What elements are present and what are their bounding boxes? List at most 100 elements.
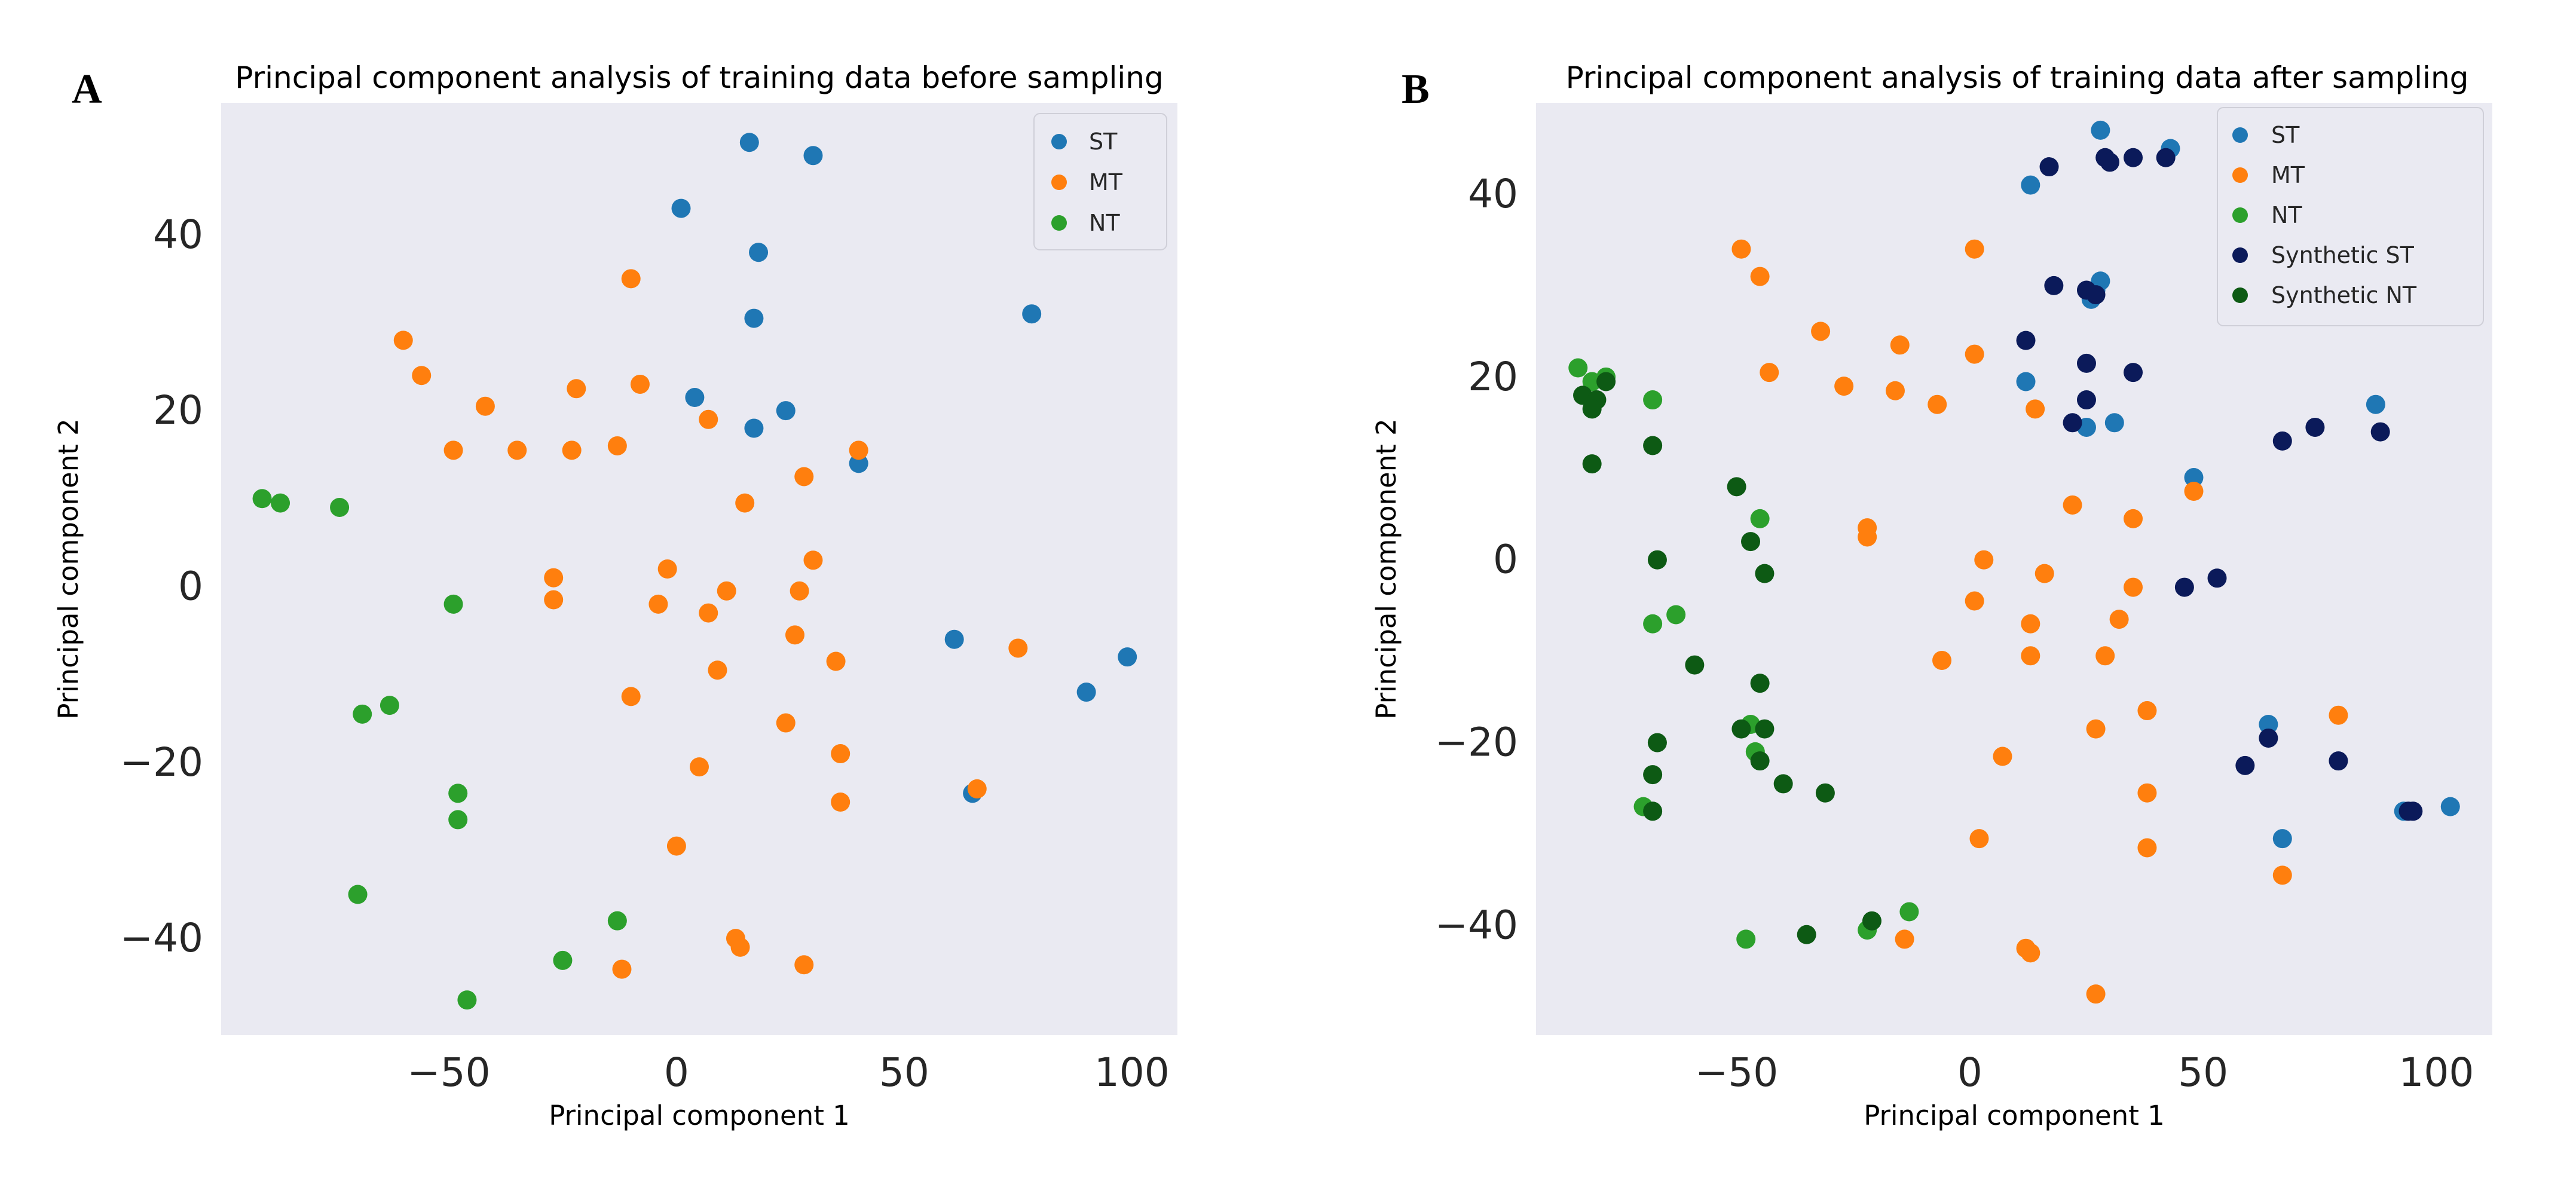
point-a-mt bbox=[826, 651, 846, 671]
panel-a: A Principal component analysis of traini… bbox=[53, 60, 1177, 1131]
point-b-synthetic-st bbox=[2039, 157, 2059, 177]
x-tick-label-a: −50 bbox=[407, 1050, 490, 1096]
point-b-synthetic-nt bbox=[1727, 477, 1746, 497]
point-b-mt bbox=[2124, 577, 2143, 597]
point-a-mt bbox=[630, 374, 650, 394]
y-tick-label-b: −40 bbox=[1435, 902, 1518, 948]
legend-box-a bbox=[1033, 113, 1167, 250]
point-a-mt bbox=[735, 493, 755, 513]
legend-marker-b-synthetic-nt bbox=[2232, 287, 2248, 303]
point-a-nt bbox=[448, 784, 468, 803]
point-a-mt bbox=[803, 550, 823, 570]
point-b-mt bbox=[2184, 482, 2204, 501]
legend-box-b bbox=[2217, 107, 2484, 326]
point-a-st bbox=[849, 454, 868, 473]
point-a-mt bbox=[607, 436, 627, 455]
legend-label-a-nt: NT bbox=[1089, 210, 1120, 236]
point-b-st bbox=[2440, 797, 2460, 816]
point-b-synthetic-nt bbox=[1755, 719, 1775, 739]
point-a-st bbox=[671, 198, 691, 218]
point-b-synthetic-nt bbox=[1797, 925, 1816, 944]
point-a-mt bbox=[794, 955, 814, 975]
point-a-mt bbox=[690, 757, 709, 777]
chart-title-b: Principal component analysis of training… bbox=[1566, 60, 2469, 95]
point-b-nt bbox=[1643, 614, 1663, 634]
point-b-synthetic-nt bbox=[1862, 911, 1881, 931]
point-b-mt bbox=[1811, 322, 1831, 341]
y-tick-label-a: 0 bbox=[178, 563, 203, 609]
point-a-mt bbox=[831, 793, 850, 812]
point-b-mt bbox=[2109, 610, 2129, 629]
point-a-mt bbox=[708, 660, 727, 680]
point-a-mt bbox=[666, 836, 686, 856]
point-b-synthetic-st bbox=[2305, 417, 2325, 437]
point-a-mt bbox=[776, 713, 796, 733]
point-a-mt bbox=[730, 937, 750, 957]
point-b-mt bbox=[2021, 614, 2040, 634]
point-b-synthetic-st bbox=[2207, 568, 2227, 588]
point-b-synthetic-st bbox=[2044, 276, 2064, 295]
point-b-mt bbox=[1965, 591, 1984, 611]
legend-label-a-mt: MT bbox=[1089, 169, 1123, 195]
point-b-mt bbox=[1731, 239, 1751, 259]
point-a-mt bbox=[393, 331, 413, 350]
point-a-mt bbox=[544, 590, 564, 610]
point-b-mt bbox=[2086, 719, 2106, 739]
panel-b: B Principal component analysis of traini… bbox=[1370, 60, 2492, 1131]
point-b-mt bbox=[2021, 943, 2040, 963]
point-b-mt bbox=[1965, 239, 1984, 259]
point-b-mt bbox=[2329, 705, 2348, 725]
point-b-st bbox=[2104, 413, 2124, 433]
point-a-st bbox=[1118, 647, 1137, 667]
point-b-synthetic-st bbox=[2370, 422, 2390, 442]
point-b-synthetic-st bbox=[2259, 728, 2278, 748]
point-b-synthetic-st bbox=[2156, 148, 2176, 167]
legend-label-b-mt: MT bbox=[2271, 162, 2305, 188]
point-a-mt bbox=[849, 440, 868, 460]
point-b-mt bbox=[2086, 984, 2106, 1004]
x-tick-label-b: 0 bbox=[1957, 1050, 1983, 1096]
point-a-mt bbox=[790, 581, 809, 601]
point-a-nt bbox=[457, 990, 477, 1010]
point-b-nt bbox=[1736, 929, 1756, 949]
point-a-mt bbox=[717, 581, 736, 601]
point-a-mt bbox=[967, 779, 987, 798]
point-a-mt bbox=[1008, 638, 1028, 658]
point-a-mt bbox=[475, 396, 495, 416]
point-a-mt bbox=[621, 687, 641, 706]
point-b-synthetic-nt bbox=[1582, 399, 1602, 419]
legend-marker-b-st bbox=[2232, 127, 2248, 143]
point-b-mt bbox=[2137, 783, 2157, 803]
point-a-mt bbox=[567, 379, 586, 399]
point-b-st bbox=[2021, 175, 2040, 195]
point-a-st bbox=[776, 401, 796, 421]
point-b-mt bbox=[1890, 335, 1910, 355]
point-b-synthetic-st bbox=[2124, 148, 2143, 167]
point-a-nt bbox=[252, 489, 272, 509]
point-b-nt bbox=[1568, 358, 1588, 378]
point-a-nt bbox=[348, 885, 368, 904]
x-tick-label-b: 50 bbox=[2178, 1050, 2228, 1096]
point-a-nt bbox=[353, 704, 372, 724]
point-b-synthetic-nt bbox=[1647, 550, 1667, 570]
point-a-mt bbox=[699, 409, 718, 429]
x-tick-label-a: 0 bbox=[664, 1050, 689, 1096]
y-tick-label-a: −20 bbox=[120, 739, 203, 785]
point-b-synthetic-st bbox=[2100, 152, 2119, 172]
x-ticks-b: −50 0 50 100 bbox=[1695, 1050, 2474, 1096]
y-tick-label-b: −20 bbox=[1435, 720, 1518, 766]
point-b-mt bbox=[2063, 495, 2082, 515]
y-ticks-b: −40 −20 0 20 40 bbox=[1435, 171, 1518, 949]
point-b-mt bbox=[2035, 564, 2054, 583]
point-a-st bbox=[744, 418, 764, 438]
point-b-synthetic-st bbox=[2124, 363, 2143, 383]
point-b-synthetic-nt bbox=[1731, 719, 1751, 739]
legend-a: ST MT NT bbox=[1033, 113, 1167, 250]
legend-label-b-synthetic-nt: Synthetic NT bbox=[2271, 282, 2417, 308]
y-tick-label-b: 0 bbox=[1493, 537, 1518, 583]
y-tick-label-b: 40 bbox=[1468, 171, 1518, 217]
point-a-st bbox=[685, 388, 705, 408]
x-axis-label-a: Principal component 1 bbox=[549, 1100, 850, 1131]
panel-letter-b: B bbox=[1402, 66, 1430, 112]
